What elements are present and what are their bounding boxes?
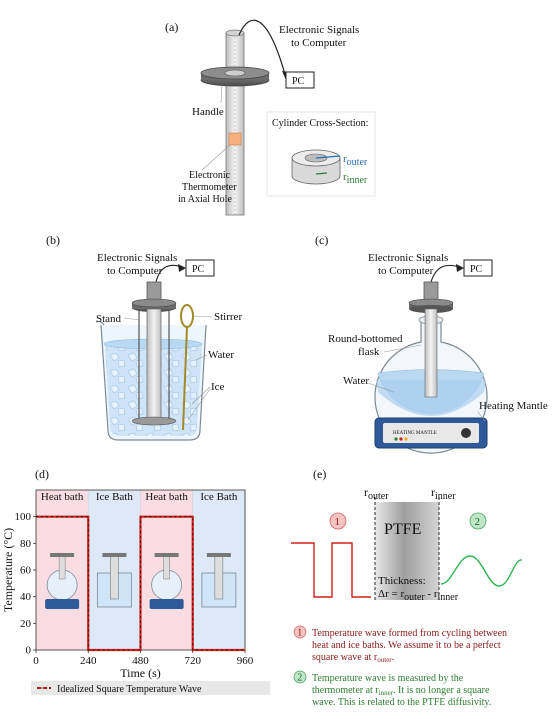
mini-rod-2	[110, 554, 119, 600]
note-2-badge: 2	[297, 673, 302, 684]
panel-b: (b) Electronic Signals to Computer PC St…	[46, 233, 242, 441]
mini-mantle-3	[149, 599, 184, 609]
stand-label: Stand	[96, 313, 122, 325]
ptfe-slab	[375, 502, 439, 600]
panel-a-label: (a)	[165, 20, 178, 34]
x-tick-label-1: 240	[80, 655, 97, 667]
pc-label-c: PC	[470, 264, 483, 275]
mini-rod-3	[163, 554, 170, 580]
signals-label-a-2: to Computer	[291, 37, 347, 49]
r-inner-label-e: rinner	[431, 485, 456, 502]
thickness-label: Thickness:	[378, 575, 426, 587]
note-1-badge: 1	[297, 628, 302, 639]
signals-label-c-2: to Computer	[378, 265, 434, 277]
r-outer-label-e: router	[364, 485, 389, 502]
mini-mantle-1	[45, 599, 80, 609]
ptfe-label: PTFE	[384, 521, 421, 538]
mantle-plate: HEATING MANTLE	[393, 431, 437, 436]
note-1-line-1: Temperature wave formed from cycling bet…	[312, 628, 507, 639]
panel-e-label: (e)	[313, 467, 326, 481]
panel-a: (a) PC Electronic Signals to Computer Ha…	[165, 19, 376, 216]
square-wave	[291, 542, 371, 598]
phase-label-2: Ice Bath	[96, 491, 133, 503]
mini-handle-1	[50, 553, 75, 557]
x-axis-label: Time (s)	[120, 666, 161, 680]
badge-1	[329, 512, 347, 530]
phase-label-1: Heat bath	[41, 491, 84, 503]
stirrer	[182, 326, 188, 431]
signals-label-b-1: Electronic Signals	[97, 252, 177, 264]
rod-b	[146, 308, 162, 422]
legend-label: Idealized Square Temperature Wave	[57, 684, 202, 695]
mini-handle-2	[102, 553, 127, 557]
signal-cable	[238, 19, 287, 79]
signals-label-a-1: Electronic Signals	[279, 24, 359, 36]
badge-2-text: 2	[475, 516, 481, 528]
mini-handle-3	[154, 553, 179, 557]
mantle-label: Heating Mantle	[479, 400, 548, 412]
r-outer-label-a: router	[343, 153, 368, 168]
badge-2	[469, 512, 487, 530]
flask-label-1: Round-bottomed	[328, 333, 403, 345]
y-tick-label-2: 40	[20, 591, 32, 603]
smoothed-wave	[440, 555, 523, 587]
signals-label-c-1: Electronic Signals	[368, 252, 448, 264]
panel-b-label: (b)	[46, 233, 60, 247]
y-tick-label-5: 100	[15, 511, 32, 523]
panel-e: (e) router rinner PTFE Thickness: Δr = r…	[291, 467, 523, 708]
y-tick-label-0: 0	[26, 645, 32, 657]
pc-box-c	[463, 259, 493, 277]
mini-rod-1	[58, 554, 66, 580]
flask-label-2: flask	[358, 346, 380, 358]
pc-label-b: PC	[192, 264, 205, 275]
y-tick-label-4: 80	[20, 538, 32, 550]
x-tick-label-4: 960	[237, 655, 254, 667]
thermometer-label-2: Thermometer	[182, 182, 237, 193]
thermometer-sensor	[228, 132, 242, 146]
ice-label: Ice	[211, 381, 225, 393]
cross-section-title: Cylinder Cross-Section:	[272, 118, 368, 129]
panel-c: (c) Electronic Signals to Computer PC HE…	[315, 233, 548, 454]
water-label-c: Water	[343, 375, 369, 387]
pc-label-a: PC	[292, 76, 305, 87]
phase-label-3: Heat bath	[145, 491, 188, 503]
y-tick-label-1: 20	[20, 618, 32, 630]
chart-legend	[31, 681, 270, 695]
pc-box-b	[185, 259, 215, 277]
pc-box-a	[285, 71, 315, 89]
mini-rod-4	[214, 554, 224, 600]
water-label-b: Water	[208, 349, 234, 361]
note-2-line-1: Temperature wave is measured by the	[312, 673, 464, 684]
note-2-line-2: thermometer at rinner. It is no longer a…	[312, 685, 490, 697]
stirrer-label: Stirrer	[214, 311, 242, 323]
note-1-line-2: heat and ice baths. We assume it to be a…	[312, 640, 501, 651]
thickness-formula: Δr = router - rinner	[378, 588, 459, 603]
series-line-0	[36, 515, 245, 652]
thermometer-label-1: Electronic	[189, 170, 231, 181]
badge-1-text: 1	[335, 516, 341, 528]
note-1-line-3: square wave at router.	[312, 652, 394, 664]
r-inner-label-a: rinner	[343, 171, 368, 186]
signals-label-b-2: to Computer	[107, 265, 163, 277]
y-axis-label: Temperature (°C)	[1, 528, 15, 612]
temperature-chart: Heat bath Ice Bath Heat bath Ice Bath 0 20 40 6…	[1, 489, 254, 680]
phase-label-4: Ice Bath	[200, 491, 237, 503]
x-tick-label-3: 720	[185, 655, 202, 667]
note-2-line-3: wave. This is related to the PTFE diffus…	[312, 697, 491, 708]
rod-c	[424, 308, 438, 398]
panel-d: (d) Heat bath Ice Bath Heat bath Ice Bath 0 2…	[1, 467, 270, 695]
panel-d-label: (d)	[35, 467, 49, 481]
x-tick-label-2: 480	[132, 655, 149, 667]
thermometer-label-3: in Axial Hole	[178, 194, 232, 205]
mini-handle-4	[206, 553, 231, 557]
panel-c-label: (c)	[315, 233, 328, 247]
y-tick-label-3: 60	[20, 565, 32, 577]
x-tick-label-0: 0	[33, 655, 39, 667]
handle-label: Handle	[192, 106, 224, 118]
